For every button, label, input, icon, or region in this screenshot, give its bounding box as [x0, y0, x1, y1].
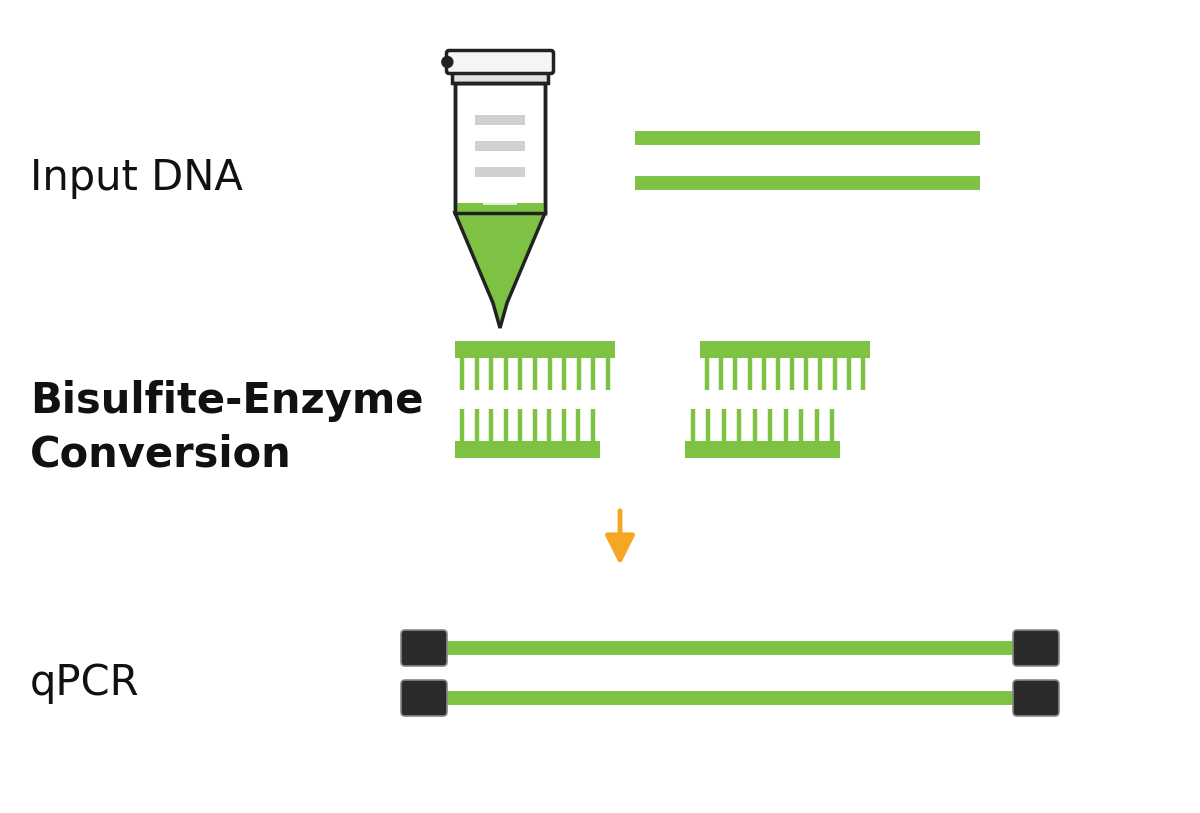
FancyBboxPatch shape — [452, 71, 548, 83]
FancyBboxPatch shape — [700, 341, 870, 358]
FancyBboxPatch shape — [1013, 680, 1060, 716]
FancyBboxPatch shape — [685, 441, 840, 458]
Text: qPCR: qPCR — [30, 662, 139, 704]
Polygon shape — [455, 213, 545, 328]
FancyBboxPatch shape — [1013, 630, 1060, 666]
FancyBboxPatch shape — [401, 630, 446, 666]
FancyBboxPatch shape — [455, 341, 616, 358]
FancyBboxPatch shape — [475, 141, 524, 151]
FancyBboxPatch shape — [475, 167, 524, 177]
FancyBboxPatch shape — [455, 202, 545, 213]
FancyBboxPatch shape — [446, 50, 553, 73]
FancyBboxPatch shape — [455, 83, 545, 213]
FancyBboxPatch shape — [401, 680, 446, 716]
FancyBboxPatch shape — [455, 441, 600, 458]
Text: Bisulfite-Enzyme
Conversion: Bisulfite-Enzyme Conversion — [30, 380, 424, 476]
FancyBboxPatch shape — [482, 195, 517, 205]
Text: Input DNA: Input DNA — [30, 157, 242, 199]
FancyBboxPatch shape — [475, 115, 524, 125]
Circle shape — [442, 56, 452, 67]
